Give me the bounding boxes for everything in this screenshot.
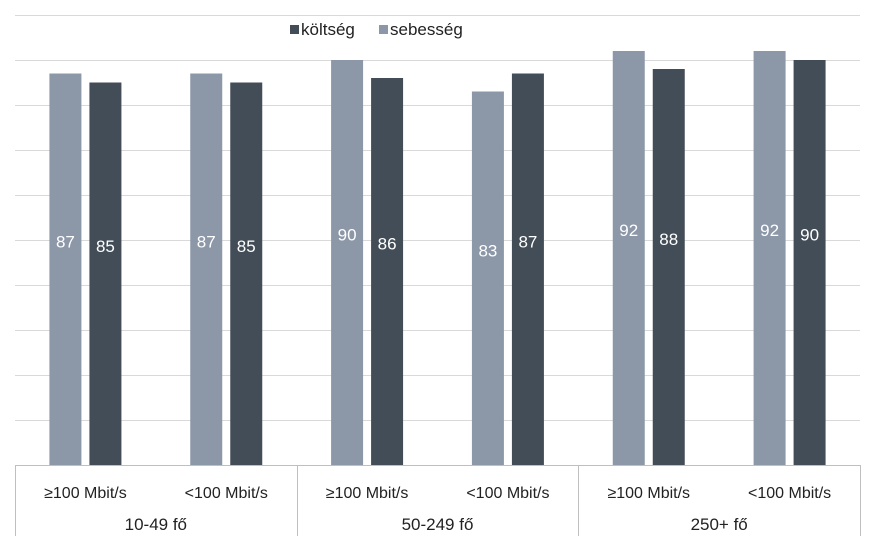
data-label: 85 bbox=[237, 237, 256, 256]
data-label: 90 bbox=[800, 226, 819, 245]
data-label: 86 bbox=[378, 235, 397, 254]
bar bbox=[652, 69, 685, 465]
gridlines bbox=[15, 15, 860, 421]
bar bbox=[471, 91, 504, 465]
x-tick-label: <100 Mbit/s bbox=[466, 485, 549, 502]
bar bbox=[371, 78, 404, 465]
bar bbox=[49, 73, 82, 465]
data-label: 92 bbox=[619, 221, 638, 240]
legend-swatch bbox=[290, 25, 299, 34]
bar bbox=[753, 51, 786, 465]
data-labels: 87 85 87 85 90 86 83 87 92 88 92 90 bbox=[56, 221, 819, 260]
x-axis: ≥100 Mbit/s <100 Mbit/s ≥100 Mbit/s <100 Mb… bbox=[15, 465, 861, 536]
data-label: 87 bbox=[518, 232, 537, 251]
group-label: 50-249 fő bbox=[402, 515, 474, 534]
legend-swatch bbox=[379, 25, 388, 34]
x-tick-label: ≥100 Mbit/s bbox=[44, 485, 127, 502]
bar bbox=[190, 73, 223, 465]
group-label: 10-49 fő bbox=[125, 515, 187, 534]
x-tick-label: ≥100 Mbit/s bbox=[326, 485, 409, 502]
bar bbox=[230, 82, 263, 465]
data-label: 87 bbox=[197, 232, 216, 251]
legend: költség sebesség bbox=[290, 20, 463, 39]
bar bbox=[331, 60, 364, 465]
legend-label: sebesség bbox=[390, 20, 463, 39]
x-tick-label: <100 Mbit/s bbox=[748, 485, 831, 502]
data-label: 88 bbox=[659, 230, 678, 249]
data-label: 87 bbox=[56, 232, 75, 251]
bar bbox=[511, 73, 544, 465]
data-label: 83 bbox=[478, 241, 497, 260]
data-label: 92 bbox=[760, 221, 779, 240]
legend-label: költség bbox=[301, 20, 355, 39]
group-label: 250+ fő bbox=[691, 515, 748, 534]
bars bbox=[49, 51, 826, 465]
bar bbox=[793, 60, 826, 465]
x-tick-label: ≥100 Mbit/s bbox=[607, 485, 690, 502]
data-label: 90 bbox=[338, 226, 357, 245]
data-label: 85 bbox=[96, 237, 115, 256]
bar bbox=[89, 82, 122, 465]
bar bbox=[612, 51, 645, 465]
x-tick-label: <100 Mbit/s bbox=[185, 485, 268, 502]
